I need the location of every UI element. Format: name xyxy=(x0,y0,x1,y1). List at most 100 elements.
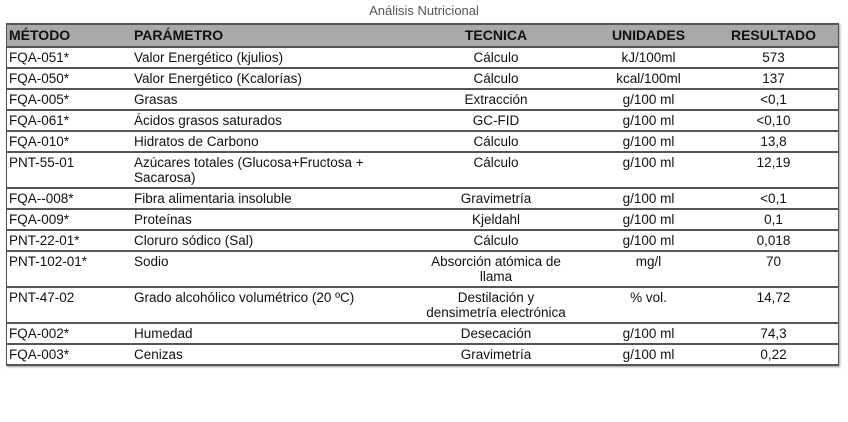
cell-metodo: FQA-005* xyxy=(6,88,132,111)
cell-unidades: % vol. xyxy=(588,286,709,324)
unidades-text: g/100 ml xyxy=(622,113,675,128)
table-row: PNT-22-01* Cloruro sódico (Sal) Cálculo g/1… xyxy=(6,229,839,252)
metodo-text: PNT-22-01* xyxy=(9,233,80,248)
cell-resultado: <0,10 xyxy=(709,109,839,132)
table-row: PNT-102-01* Sodio Absorción atómica de lla… xyxy=(6,250,839,288)
cell-resultado: 0,22 xyxy=(709,343,839,366)
unidades-text: kcal/100ml xyxy=(616,71,681,86)
cell-tecnica: Cálculo xyxy=(404,229,588,252)
cell-tecnica: Gravimetría xyxy=(404,187,588,210)
cell-metodo: FQA-010* xyxy=(6,130,132,153)
metodo-text: FQA-050* xyxy=(9,71,70,86)
cell-parametro: Humedad xyxy=(132,322,404,345)
cell-unidades: kJ/100ml xyxy=(588,46,709,69)
cell-metodo: PNT-102-01* xyxy=(6,250,132,288)
cell-metodo: FQA-003* xyxy=(6,343,132,366)
resultado-text: 0,22 xyxy=(760,347,787,362)
resultado-text: 14,72 xyxy=(756,290,791,305)
cell-resultado: 14,72 xyxy=(709,286,839,324)
cell-tecnica: Destilación y densimetría electrónica xyxy=(404,286,588,324)
unidades-text: g/100 ml xyxy=(622,92,675,107)
tecnica-text: Gravimetría xyxy=(460,191,532,206)
parametro-text: Proteínas xyxy=(134,212,192,227)
cell-metodo: PNT-22-01* xyxy=(6,229,132,252)
metodo-text: PNT-55-01 xyxy=(9,155,75,170)
resultado-text: 74,3 xyxy=(760,326,787,341)
tecnica-text: Gravimetría xyxy=(460,347,532,362)
cell-resultado: 573 xyxy=(709,46,839,69)
cell-tecnica: Gravimetría xyxy=(404,343,588,366)
cell-tecnica: Cálculo xyxy=(404,130,588,153)
parametro-text: Cloruro sódico (Sal) xyxy=(134,233,254,248)
metodo-text: PNT-102-01* xyxy=(9,254,88,269)
cell-tecnica: GC-FID xyxy=(404,109,588,132)
table-row: FQA-002* Humedad Desecación g/100 ml 74,3 xyxy=(6,322,839,345)
resultado-text: 0,018 xyxy=(756,233,791,248)
cell-tecnica: Desecación xyxy=(404,322,588,345)
cell-metodo: FQA-002* xyxy=(6,322,132,345)
cell-unidades: kcal/100ml xyxy=(588,67,709,90)
unidades-text: g/100 ml xyxy=(622,347,675,362)
unidades-text: g/100 ml xyxy=(622,233,675,248)
cell-resultado: <0,1 xyxy=(709,88,839,111)
cell-metodo: FQA-050* xyxy=(6,67,132,90)
cell-resultado: 137 xyxy=(709,67,839,90)
cell-resultado: 12,19 xyxy=(709,151,839,189)
header-tecnica: TECNICA xyxy=(404,23,588,48)
cell-resultado: 74,3 xyxy=(709,322,839,345)
cell-resultado: <0,1 xyxy=(709,187,839,210)
unidades-text: g/100 ml xyxy=(622,191,675,206)
tecnica-text: Kjeldahl xyxy=(471,212,521,227)
cell-metodo: PNT-47-02 xyxy=(6,286,132,324)
table-row: PNT-47-02 Grado alcohólico volumétrico (2… xyxy=(6,286,839,324)
table-row: PNT-55-01 Azúcares totales (Glucosa+Fruct… xyxy=(6,151,839,189)
cell-unidades: g/100 ml xyxy=(588,343,709,366)
cell-tecnica: Kjeldahl xyxy=(404,208,588,231)
unidades-text: kJ/100ml xyxy=(621,50,676,65)
cell-tecnica: Cálculo xyxy=(404,46,588,69)
cell-unidades: g/100 ml xyxy=(588,229,709,252)
cell-tecnica: Absorción atómica de llama xyxy=(404,250,588,288)
table-header-row: MÉTODO PARÁMETRO TECNICA UNIDADES RESULT… xyxy=(6,23,839,48)
table-row: FQA-005* Grasas Extracción g/100 ml <0,1 xyxy=(6,88,839,111)
resultado-text: 137 xyxy=(762,71,785,86)
parametro-text: Hidratos de Carbono xyxy=(134,134,259,149)
resultado-text: 70 xyxy=(765,254,782,269)
parametro-text: Grasas xyxy=(134,92,178,107)
metodo-text: FQA-061* xyxy=(9,113,70,128)
cell-parametro: Hidratos de Carbono xyxy=(132,130,404,153)
tecnica-text: Cálculo xyxy=(473,50,519,65)
metodo-text: FQA-002* xyxy=(9,326,70,341)
header-unidades: UNIDADES xyxy=(588,23,709,48)
cell-metodo: FQA--008* xyxy=(6,187,132,210)
cell-resultado: 13,8 xyxy=(709,130,839,153)
resultado-text: 12,19 xyxy=(756,155,791,170)
table-row: FQA--008* Fibra alimentaria insoluble Grav… xyxy=(6,187,839,210)
cell-parametro: Fibra alimentaria insoluble xyxy=(132,187,404,210)
metodo-text: PNT-47-02 xyxy=(9,290,75,305)
cell-parametro: Valor Energético (kjulios) xyxy=(132,46,404,69)
cell-parametro: Sodio xyxy=(132,250,404,288)
parametro-text: Cenizas xyxy=(134,347,183,362)
tecnica-text: Cálculo xyxy=(473,233,519,248)
cell-metodo: FQA-009* xyxy=(6,208,132,231)
cell-unidades: g/100 ml xyxy=(588,130,709,153)
cell-parametro: Proteínas xyxy=(132,208,404,231)
cell-parametro: Grasas xyxy=(132,88,404,111)
cell-unidades: g/100 ml xyxy=(588,109,709,132)
table-row: FQA-003* Cenizas Gravimetría g/100 ml 0,22 xyxy=(6,343,839,366)
cell-parametro: Azúcares totales (Glucosa+Fructosa + Sac… xyxy=(132,151,404,189)
parametro-text: Grado alcohólico volumétrico (20 ºC) xyxy=(134,290,355,305)
cell-parametro: Valor Energético (Kcalorías) xyxy=(132,67,404,90)
nutrition-analysis-table: MÉTODO PARÁMETRO TECNICA UNIDADES RESULT… xyxy=(6,23,839,366)
resultado-text: <0,1 xyxy=(760,92,787,107)
parametro-text: Sodio xyxy=(134,254,169,269)
metodo-text: FQA--008* xyxy=(9,191,74,206)
resultado-text: <0,1 xyxy=(760,191,787,206)
cell-metodo: PNT-55-01 xyxy=(6,151,132,189)
cell-unidades: g/100 ml xyxy=(588,322,709,345)
cell-unidades: g/100 ml xyxy=(588,208,709,231)
unidades-text: mg/l xyxy=(635,254,662,269)
cell-tecnica: Cálculo xyxy=(404,151,588,189)
resultado-text: 573 xyxy=(762,50,785,65)
